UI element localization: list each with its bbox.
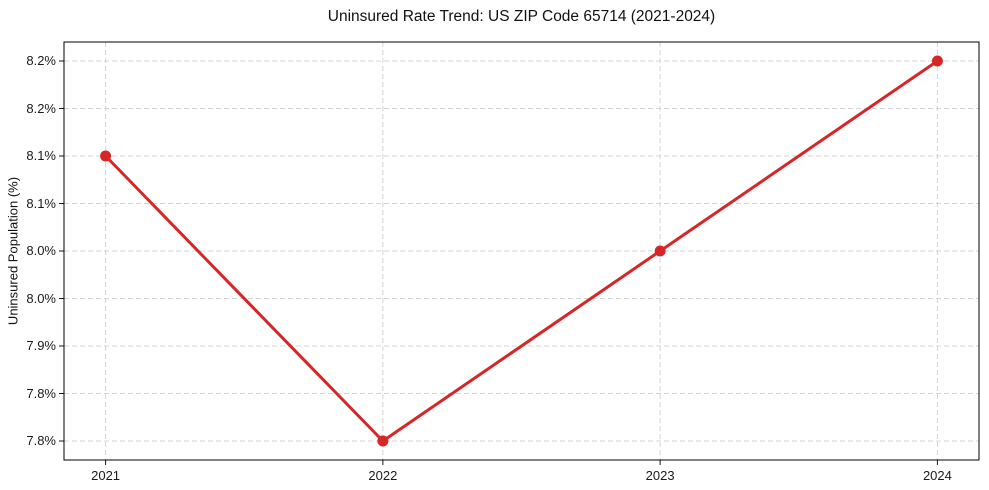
data-point <box>377 435 389 447</box>
x-tick-label: 2024 <box>922 468 952 483</box>
y-tick-label: 8.0% <box>26 290 56 306</box>
y-tick-label: 8.2% <box>26 100 56 116</box>
x-tick-label: 2021 <box>91 468 121 483</box>
y-tick-label: 8.2% <box>26 53 56 68</box>
y-tick-label: 7.8% <box>26 433 56 448</box>
chart-title: Uninsured Rate Trend: US ZIP Code 65714 … <box>327 8 716 25</box>
y-tick-label: 8.1% <box>26 148 56 163</box>
y-tick-label: 8.0% <box>26 243 56 258</box>
data-point <box>654 245 666 257</box>
data-line <box>104 59 939 443</box>
axis-frame <box>63 41 980 461</box>
data-point <box>100 150 112 162</box>
y-tick-label: 7.9% <box>26 338 56 353</box>
data-point <box>931 55 943 67</box>
y-tick-label: 7.8% <box>26 385 56 401</box>
x-tick-label: 2022 <box>368 468 398 483</box>
x-tick-label: 2023 <box>645 468 675 483</box>
y-tick-label: 8.1% <box>26 195 56 211</box>
